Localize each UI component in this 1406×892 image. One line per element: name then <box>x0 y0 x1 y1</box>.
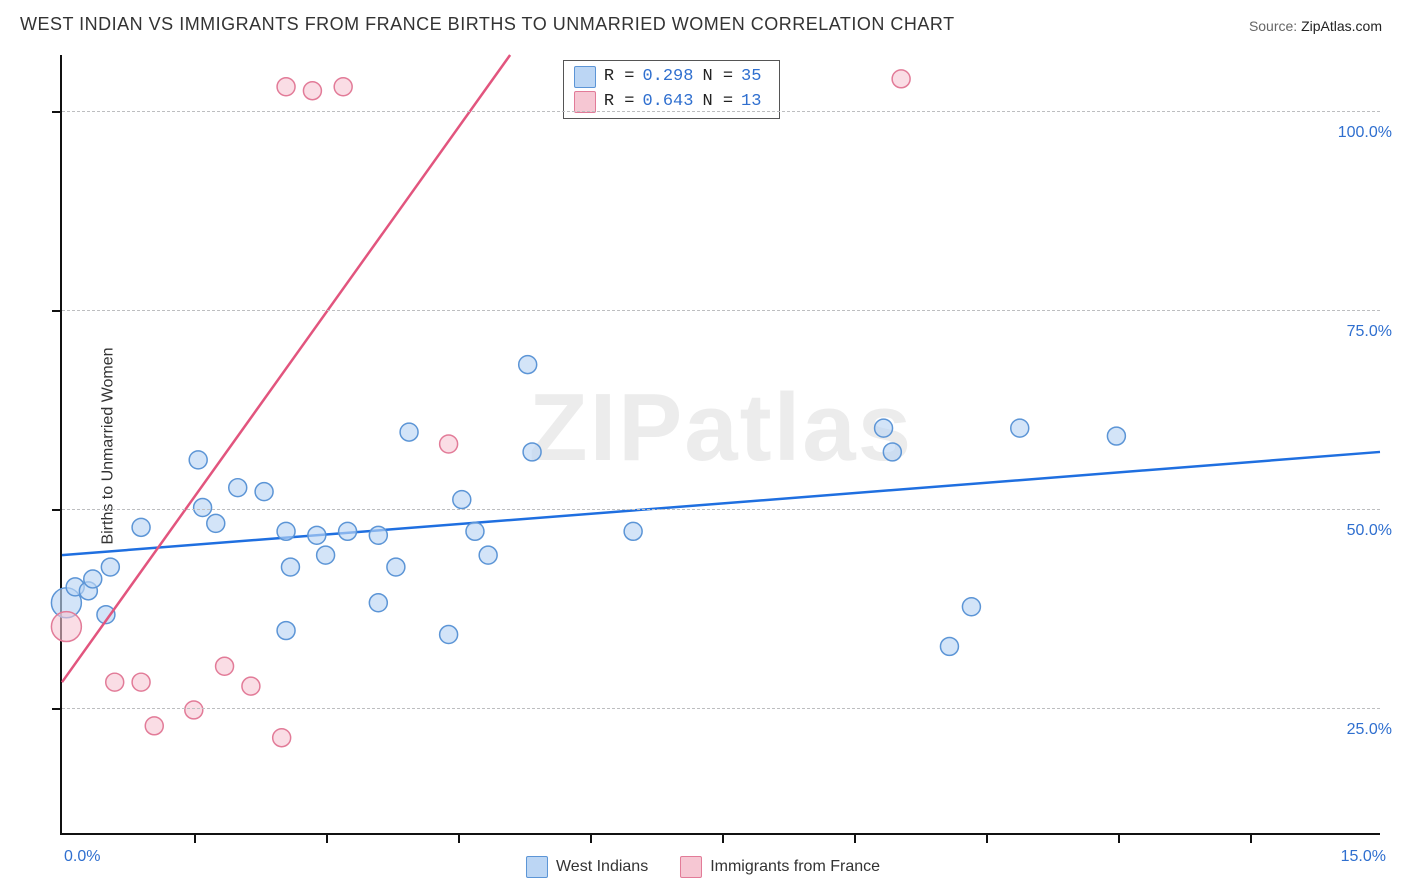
y-axis-tick <box>52 708 62 710</box>
data-point-immigrants_france <box>242 677 260 695</box>
data-point-west_indians <box>277 522 295 540</box>
legend-label: West Indians <box>556 858 648 875</box>
stat-r-value: 0.298 <box>642 65 694 90</box>
source-value: ZipAtlas.com <box>1301 18 1382 34</box>
legend-swatch <box>574 66 596 88</box>
legend-swatch <box>574 91 596 113</box>
y-tick-label: 100.0% <box>1338 124 1392 142</box>
grid-line <box>62 111 1380 112</box>
grid-line <box>62 310 1380 311</box>
data-point-west_indians <box>84 570 102 588</box>
data-point-west_indians <box>281 558 299 576</box>
data-point-west_indians <box>101 558 119 576</box>
x-axis-tick <box>194 833 196 843</box>
data-point-immigrants_france <box>273 729 291 747</box>
x-tick-label-left: 0.0% <box>64 848 100 866</box>
scatter-plot-svg <box>62 55 1380 833</box>
data-point-west_indians <box>317 546 335 564</box>
data-point-immigrants_france <box>216 657 234 675</box>
data-point-west_indians <box>940 637 958 655</box>
x-tick-label-right: 15.0% <box>1341 848 1386 866</box>
data-point-west_indians <box>453 491 471 509</box>
source-label: Source: <box>1249 18 1297 34</box>
data-point-immigrants_france <box>440 435 458 453</box>
data-point-immigrants_france <box>892 70 910 88</box>
y-axis-tick <box>52 509 62 511</box>
data-point-west_indians <box>1011 419 1029 437</box>
x-axis-tick <box>590 833 592 843</box>
x-axis-tick <box>1250 833 1252 843</box>
data-point-west_indians <box>194 499 212 517</box>
data-point-west_indians <box>255 483 273 501</box>
bottom-legend-item-immigrants_france: Immigrants from France <box>680 856 880 878</box>
data-point-west_indians <box>339 522 357 540</box>
data-point-west_indians <box>277 622 295 640</box>
data-point-west_indians <box>308 526 326 544</box>
grid-line <box>62 509 1380 510</box>
legend-swatch <box>526 856 548 878</box>
data-point-immigrants_france <box>185 701 203 719</box>
data-point-west_indians <box>189 451 207 469</box>
data-point-immigrants_france <box>51 612 81 642</box>
data-point-immigrants_france <box>145 717 163 735</box>
y-axis-tick <box>52 310 62 312</box>
x-axis-tick <box>722 833 724 843</box>
trend-line-west_indians <box>62 452 1380 555</box>
data-point-west_indians <box>387 558 405 576</box>
stat-r-label: R = <box>604 65 635 90</box>
y-tick-label: 50.0% <box>1347 522 1392 540</box>
stat-n-label: N = <box>702 65 733 90</box>
chart-source: Source: ZipAtlas.com <box>1249 18 1382 34</box>
data-point-west_indians <box>207 514 225 532</box>
data-point-immigrants_france <box>334 78 352 96</box>
stat-n-value: 35 <box>741 65 769 90</box>
y-tick-label: 25.0% <box>1347 721 1392 739</box>
y-tick-label: 75.0% <box>1347 323 1392 341</box>
data-point-west_indians <box>440 626 458 644</box>
bottom-legend: West Indians Immigrants from France <box>526 856 880 878</box>
y-axis-tick <box>52 111 62 113</box>
data-point-west_indians <box>1107 427 1125 445</box>
x-axis-tick <box>1118 833 1120 843</box>
x-axis-tick <box>986 833 988 843</box>
chart-title: WEST INDIAN VS IMMIGRANTS FROM FRANCE BI… <box>20 14 955 35</box>
grid-line <box>62 708 1380 709</box>
x-axis-tick <box>458 833 460 843</box>
data-point-west_indians <box>132 518 150 536</box>
legend-swatch <box>680 856 702 878</box>
data-point-west_indians <box>624 522 642 540</box>
legend-label: Immigrants from France <box>710 858 880 875</box>
data-point-immigrants_france <box>132 673 150 691</box>
data-point-immigrants_france <box>277 78 295 96</box>
data-point-west_indians <box>466 522 484 540</box>
data-point-west_indians <box>883 443 901 461</box>
x-axis-tick <box>326 833 328 843</box>
data-point-immigrants_france <box>303 82 321 100</box>
data-point-west_indians <box>369 526 387 544</box>
data-point-immigrants_france <box>106 673 124 691</box>
data-point-west_indians <box>523 443 541 461</box>
data-point-west_indians <box>875 419 893 437</box>
bottom-legend-item-west_indians: West Indians <box>526 856 648 878</box>
data-point-west_indians <box>400 423 418 441</box>
data-point-west_indians <box>519 356 537 374</box>
data-point-west_indians <box>962 598 980 616</box>
data-point-west_indians <box>369 594 387 612</box>
x-axis-tick <box>854 833 856 843</box>
data-point-west_indians <box>229 479 247 497</box>
trend-line-immigrants_france <box>62 55 510 682</box>
data-point-west_indians <box>479 546 497 564</box>
stat-legend-row-west_indians: R = 0.298 N = 35 <box>574 65 769 90</box>
chart-plot-area: ZIPatlas R =0.298N =35R =0.643N =13 <box>60 55 1380 835</box>
